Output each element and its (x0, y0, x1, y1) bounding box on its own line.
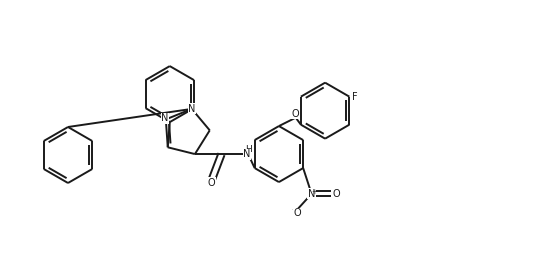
Text: N: N (188, 104, 196, 114)
Text: O: O (294, 208, 301, 218)
Text: O: O (333, 189, 340, 199)
Text: N: N (244, 149, 251, 159)
Text: F: F (351, 92, 357, 102)
Text: N: N (308, 189, 315, 199)
Text: ⁻: ⁻ (291, 208, 296, 217)
Text: O: O (292, 109, 300, 119)
Text: H: H (245, 144, 252, 154)
Text: +: + (312, 189, 317, 195)
Text: O: O (208, 178, 216, 188)
Text: N: N (161, 113, 169, 123)
